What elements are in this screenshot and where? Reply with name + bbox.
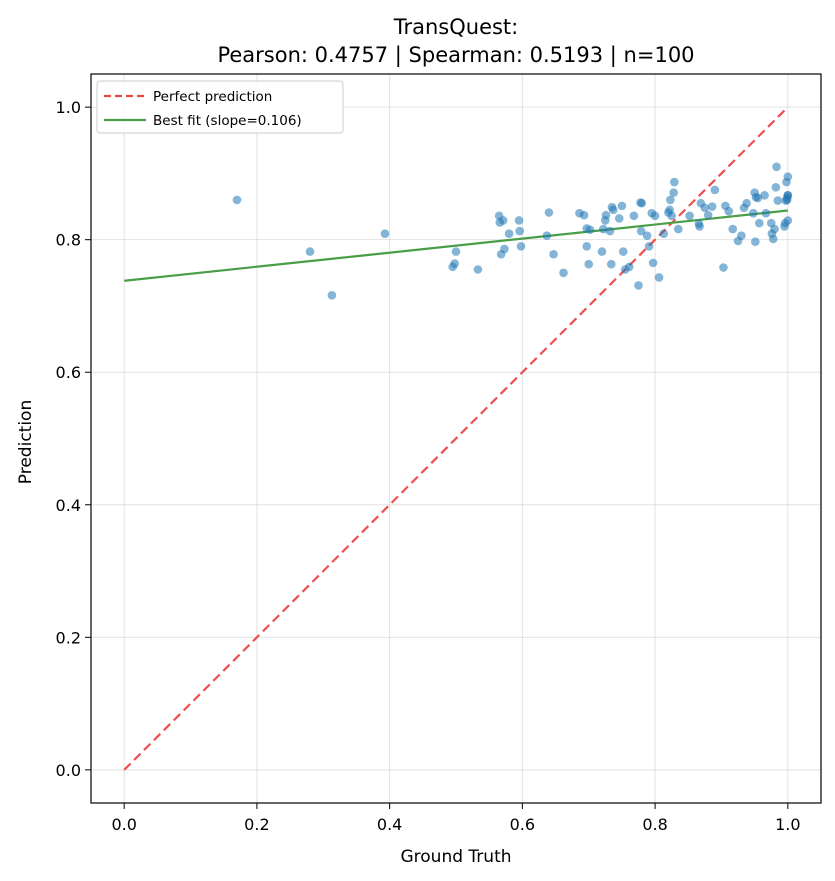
legend-label-perfect: Perfect prediction — [153, 89, 272, 105]
data-point — [450, 259, 459, 268]
data-point — [500, 244, 509, 254]
data-point — [650, 211, 660, 221]
data-point — [559, 268, 568, 278]
data-point — [451, 247, 461, 256]
chart-title-line1: TransQuest: — [393, 15, 519, 39]
data-point — [669, 188, 678, 197]
data-point — [654, 273, 664, 282]
data-point — [761, 208, 771, 218]
legend-label-fit: Best fit (slope=0.106) — [153, 113, 302, 129]
data-point — [724, 206, 734, 216]
x-tick-label: 1.0 — [775, 815, 800, 834]
data-point — [634, 281, 643, 290]
data-point — [644, 242, 654, 251]
data-point — [783, 216, 793, 225]
data-point — [667, 211, 676, 221]
x-axis-label: Ground Truth — [400, 847, 511, 867]
data-point — [605, 226, 615, 236]
data-point — [599, 224, 608, 234]
data-point — [674, 224, 683, 234]
data-point — [773, 196, 783, 205]
perfect-prediction-line — [123, 106, 789, 771]
data-point — [666, 195, 675, 205]
data-point — [700, 203, 710, 213]
data-point — [659, 229, 669, 239]
y-axis-label: Prediction — [16, 400, 36, 484]
data-point — [232, 195, 242, 205]
best-fit-line — [124, 209, 788, 282]
data-point — [753, 193, 763, 203]
data-point — [549, 249, 558, 259]
data-point — [648, 258, 658, 268]
plot-frame — [90, 73, 822, 804]
data-point — [504, 229, 514, 239]
y-tick-label: 0.2 — [56, 628, 81, 647]
data-point — [737, 231, 746, 241]
x-tick-label: 0.0 — [111, 815, 136, 834]
data-point — [498, 216, 508, 225]
data-point — [770, 224, 779, 234]
data-point — [783, 172, 793, 182]
y-tick-label: 0.8 — [56, 231, 81, 250]
y-tick-label: 0.4 — [56, 496, 81, 515]
y-axis-ticks: 0.0 0.2 0.4 0.6 0.8 1.0 — [56, 98, 91, 780]
data-point — [597, 247, 607, 256]
data-point — [629, 211, 639, 221]
data-point — [637, 198, 647, 208]
data-point — [719, 263, 728, 272]
data-point — [695, 222, 704, 231]
legend: Perfect prediction Best fit (slope=0.106… — [96, 80, 344, 134]
data-point — [380, 229, 390, 239]
data-point — [327, 291, 337, 300]
data-point — [771, 183, 781, 192]
data-point — [742, 198, 751, 208]
data-point — [584, 259, 594, 269]
data-point — [582, 242, 592, 251]
data-point — [749, 208, 758, 218]
data-point — [473, 265, 483, 274]
data-point — [606, 259, 616, 269]
reference-lines — [123, 106, 789, 771]
data-point — [305, 247, 315, 256]
data-point — [514, 216, 524, 225]
data-point — [636, 226, 646, 236]
data-point — [670, 177, 679, 187]
data-points — [232, 162, 793, 300]
legend-box — [96, 80, 344, 134]
y-tick-label: 0.6 — [56, 363, 81, 382]
y-tick-label: 0.0 — [56, 761, 81, 780]
data-point — [772, 162, 781, 172]
x-tick-label: 0.2 — [244, 815, 269, 834]
data-point — [608, 205, 618, 215]
chart-title-line2: Pearson: 0.4757 | Spearman: 0.5193 | n=1… — [217, 43, 694, 68]
data-point — [544, 208, 554, 217]
x-axis-ticks: 0.0 0.2 0.4 0.6 0.8 1.0 — [111, 803, 801, 834]
data-point — [601, 210, 611, 220]
data-point — [624, 262, 634, 272]
data-point — [516, 242, 526, 251]
data-point — [728, 224, 738, 234]
data-point — [614, 214, 624, 223]
data-point — [542, 231, 552, 241]
y-tick-label: 1.0 — [56, 98, 81, 117]
data-point — [760, 190, 769, 200]
data-point — [579, 210, 589, 220]
data-point — [751, 237, 760, 246]
data-point — [710, 185, 720, 195]
data-point — [707, 202, 717, 211]
x-tick-label: 0.4 — [377, 815, 402, 834]
data-point — [768, 234, 778, 244]
data-point — [754, 218, 764, 228]
data-point — [703, 210, 713, 220]
x-tick-label: 0.6 — [510, 815, 535, 834]
data-point — [642, 231, 652, 241]
data-point — [685, 211, 694, 221]
data-point — [617, 201, 627, 211]
x-tick-label: 0.8 — [642, 815, 667, 834]
data-point — [585, 225, 595, 235]
data-point — [618, 247, 628, 256]
data-point — [782, 195, 792, 205]
data-point — [515, 226, 525, 236]
